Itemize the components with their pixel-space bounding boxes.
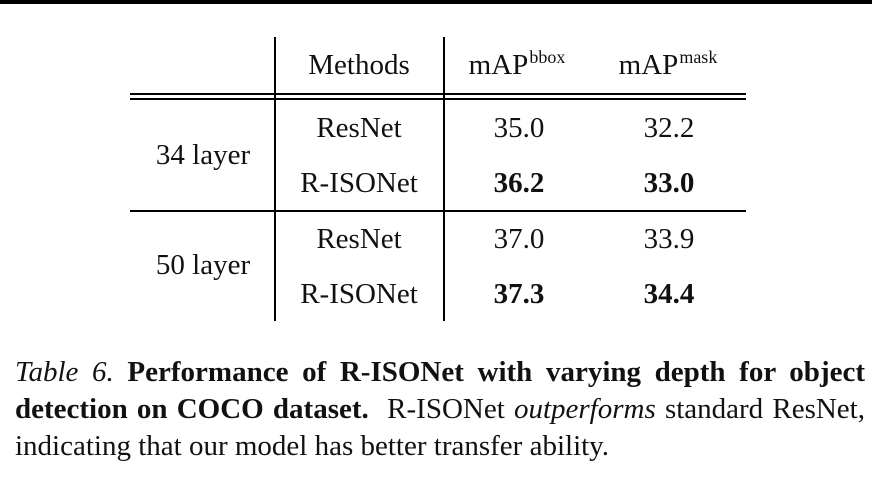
table-cell-mask: 32.2 <box>643 112 695 144</box>
caption-text-before: R-ISONet <box>387 393 505 425</box>
header-map-mask-sup: mask <box>679 47 718 67</box>
table-cell-bbox: 35.0 <box>493 112 545 144</box>
header-map-bbox: mAPbbox <box>468 48 566 81</box>
header-rule-bottom <box>130 98 746 100</box>
table-cell-mask: 33.9 <box>643 223 695 255</box>
table-caption: Table 6. Performance of R-ISONet with va… <box>15 354 865 465</box>
caption-emphasis: outperforms <box>513 393 656 425</box>
caption-text-after: standard ResNet, indicating that our mod… <box>15 393 865 462</box>
table-cell-method: ResNet <box>316 112 402 144</box>
table-cell-bbox: 37.3 <box>493 278 545 310</box>
column-divider-1 <box>274 37 276 321</box>
top-rule <box>0 0 872 4</box>
header-map-bbox-base: mAP <box>468 49 529 81</box>
table-cell-method: R-ISONet <box>300 278 418 310</box>
header-rule-top <box>130 93 746 95</box>
group-label: 50 layer <box>155 249 251 281</box>
table-cell-bbox: 37.0 <box>493 223 545 255</box>
caption-title: Performance of R-ISONet with varying dep… <box>15 356 865 425</box>
header-map-mask-base: mAP <box>618 49 679 81</box>
table-cell-mask: 34.4 <box>643 278 695 310</box>
header-map-mask: mAPmask <box>618 48 718 81</box>
header-map-bbox-sup: bbox <box>529 47 566 67</box>
table-cell-bbox: 36.2 <box>493 167 545 199</box>
group-label: 34 layer <box>155 139 251 171</box>
table-cell-mask: 33.0 <box>643 167 695 199</box>
group-rule <box>130 210 746 212</box>
table-cell-method: ResNet <box>316 223 402 255</box>
header-methods: Methods <box>308 49 410 81</box>
table-cell-method: R-ISONet <box>300 167 418 199</box>
caption-number: Table 6. <box>15 356 114 388</box>
column-divider-2 <box>443 37 445 321</box>
